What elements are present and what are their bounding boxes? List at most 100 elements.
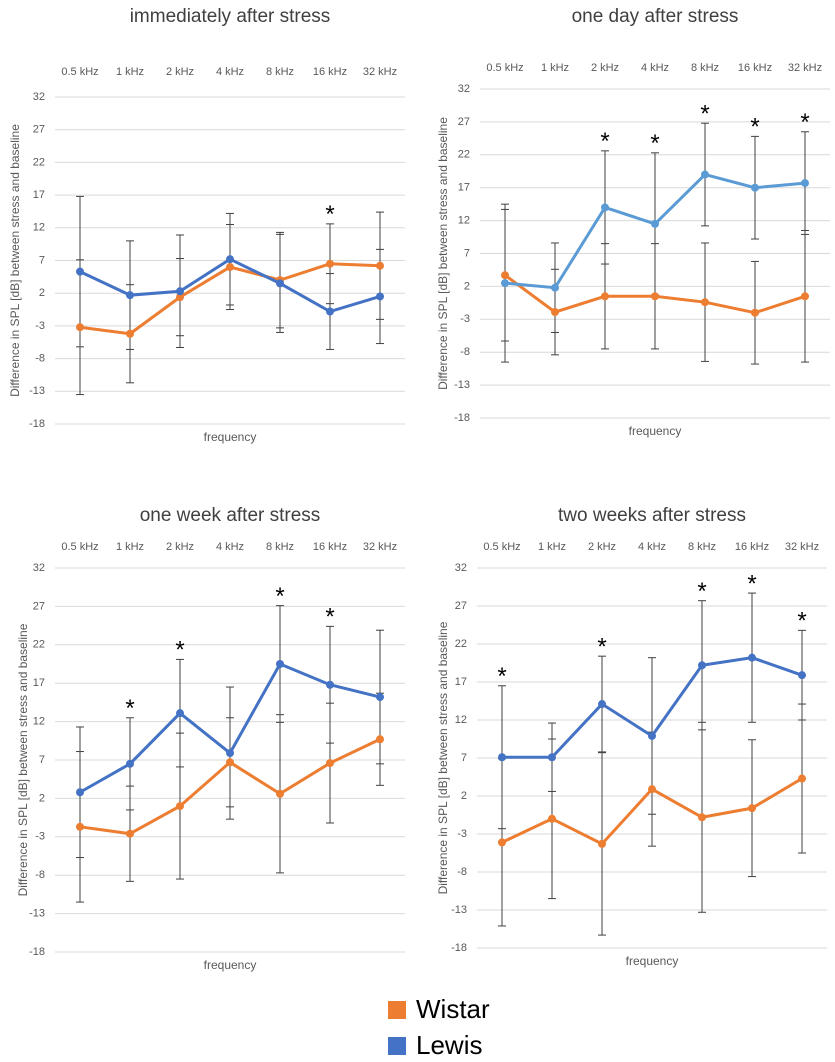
data-point — [176, 293, 184, 302]
x-category-label: 0.5 kHz — [483, 541, 520, 553]
x-category-label: 2 kHz — [588, 541, 616, 553]
y-tick-label: 7 — [39, 754, 45, 766]
y-tick-label: 22 — [455, 638, 467, 650]
x-category-label: 16 kHz — [738, 62, 772, 74]
y-tick-label: -18 — [29, 946, 45, 958]
y-tick-label: 17 — [455, 676, 467, 688]
y-tick-label: 2 — [464, 280, 470, 292]
significance-marker: * — [800, 109, 809, 136]
legend-label: Wistar — [416, 994, 490, 1024]
data-point — [276, 660, 284, 668]
data-point — [226, 749, 234, 758]
y-tick-label: 27 — [33, 124, 45, 136]
significance-marker: * — [275, 583, 284, 610]
data-point — [598, 700, 606, 709]
panel: two weeks after stress-18-13-8-327121722… — [436, 505, 827, 968]
y-axis-label: Difference in SPL [dB] between stress an… — [16, 623, 30, 896]
x-axis-label: frequency — [629, 424, 682, 438]
data-point — [548, 753, 556, 762]
y-tick-label: -3 — [460, 313, 470, 325]
data-point — [226, 255, 234, 264]
data-point — [376, 292, 384, 301]
y-tick-label: -13 — [454, 379, 470, 391]
data-point — [751, 183, 759, 192]
data-point — [501, 279, 509, 288]
y-tick-label: 32 — [33, 562, 45, 574]
data-point — [798, 671, 806, 680]
data-point — [701, 170, 709, 179]
x-category-label: 32 kHz — [788, 62, 822, 74]
x-category-label: 8 kHz — [688, 541, 716, 553]
y-tick-label: 12 — [458, 215, 470, 227]
y-tick-label: 17 — [458, 182, 470, 194]
x-category-label: 1 kHz — [116, 66, 144, 78]
data-point — [276, 789, 284, 798]
significance-marker: * — [597, 634, 606, 661]
data-point — [601, 203, 609, 212]
data-point — [501, 271, 509, 280]
x-category-label: 8 kHz — [266, 66, 294, 78]
significance-marker: * — [497, 663, 506, 690]
x-category-label: 1 kHz — [116, 541, 144, 553]
data-point — [551, 283, 559, 292]
data-point — [751, 308, 759, 317]
x-category-label: 4 kHz — [216, 541, 244, 553]
y-tick-label: 27 — [33, 600, 45, 612]
y-tick-label: -18 — [451, 942, 467, 954]
y-tick-label: -18 — [29, 418, 45, 430]
y-tick-label: 2 — [39, 792, 45, 804]
x-category-label: 2 kHz — [591, 62, 619, 74]
data-point — [698, 661, 706, 670]
x-category-label: 4 kHz — [641, 62, 669, 74]
x-category-label: 1 kHz — [541, 62, 569, 74]
y-tick-label: 32 — [455, 562, 467, 574]
x-category-label: 4 kHz — [216, 66, 244, 78]
y-tick-label: -13 — [451, 904, 467, 916]
x-category-label: 0.5 kHz — [61, 541, 98, 553]
data-point — [651, 292, 659, 301]
y-tick-label: 22 — [458, 149, 470, 161]
y-tick-label: 32 — [458, 83, 470, 95]
y-tick-label: -3 — [35, 320, 45, 332]
legend-swatch — [388, 1001, 406, 1019]
data-point — [598, 839, 606, 848]
data-point — [376, 693, 384, 702]
y-tick-label: 22 — [33, 156, 45, 168]
data-point — [326, 307, 334, 316]
significance-marker: * — [325, 604, 334, 631]
data-point — [326, 759, 334, 768]
significance-marker: * — [175, 637, 184, 664]
y-tick-label: 7 — [461, 752, 467, 764]
data-point — [648, 785, 656, 794]
data-point — [176, 709, 184, 718]
y-tick-label: -18 — [454, 412, 470, 424]
data-point — [176, 287, 184, 296]
data-point — [176, 802, 184, 811]
panel-title: one day after stress — [572, 6, 739, 27]
data-point — [126, 829, 134, 838]
significance-marker: * — [700, 101, 709, 128]
y-tick-label: 2 — [39, 287, 45, 299]
y-tick-label: 12 — [455, 714, 467, 726]
data-point — [326, 259, 334, 268]
x-category-label: 32 kHz — [785, 541, 819, 553]
x-axis-label: frequency — [626, 954, 679, 968]
data-point — [126, 759, 134, 768]
data-point — [701, 298, 709, 307]
significance-marker: * — [797, 608, 806, 635]
panel: one day after stress-18-13-8-32712172227… — [436, 6, 830, 438]
x-category-label: 0.5 kHz — [61, 66, 98, 78]
y-tick-label: 17 — [33, 677, 45, 689]
y-tick-label: -8 — [460, 346, 470, 358]
data-point — [376, 735, 384, 744]
y-tick-label: 7 — [39, 254, 45, 266]
y-tick-label: 12 — [33, 222, 45, 234]
data-point — [551, 308, 559, 317]
data-point — [276, 279, 284, 288]
data-point — [698, 813, 706, 822]
panel: one week after stress-18-13-8-3271217222… — [16, 505, 405, 972]
data-point — [801, 179, 809, 188]
panel-title: one week after stress — [140, 505, 321, 526]
x-category-label: 32 kHz — [363, 541, 397, 553]
